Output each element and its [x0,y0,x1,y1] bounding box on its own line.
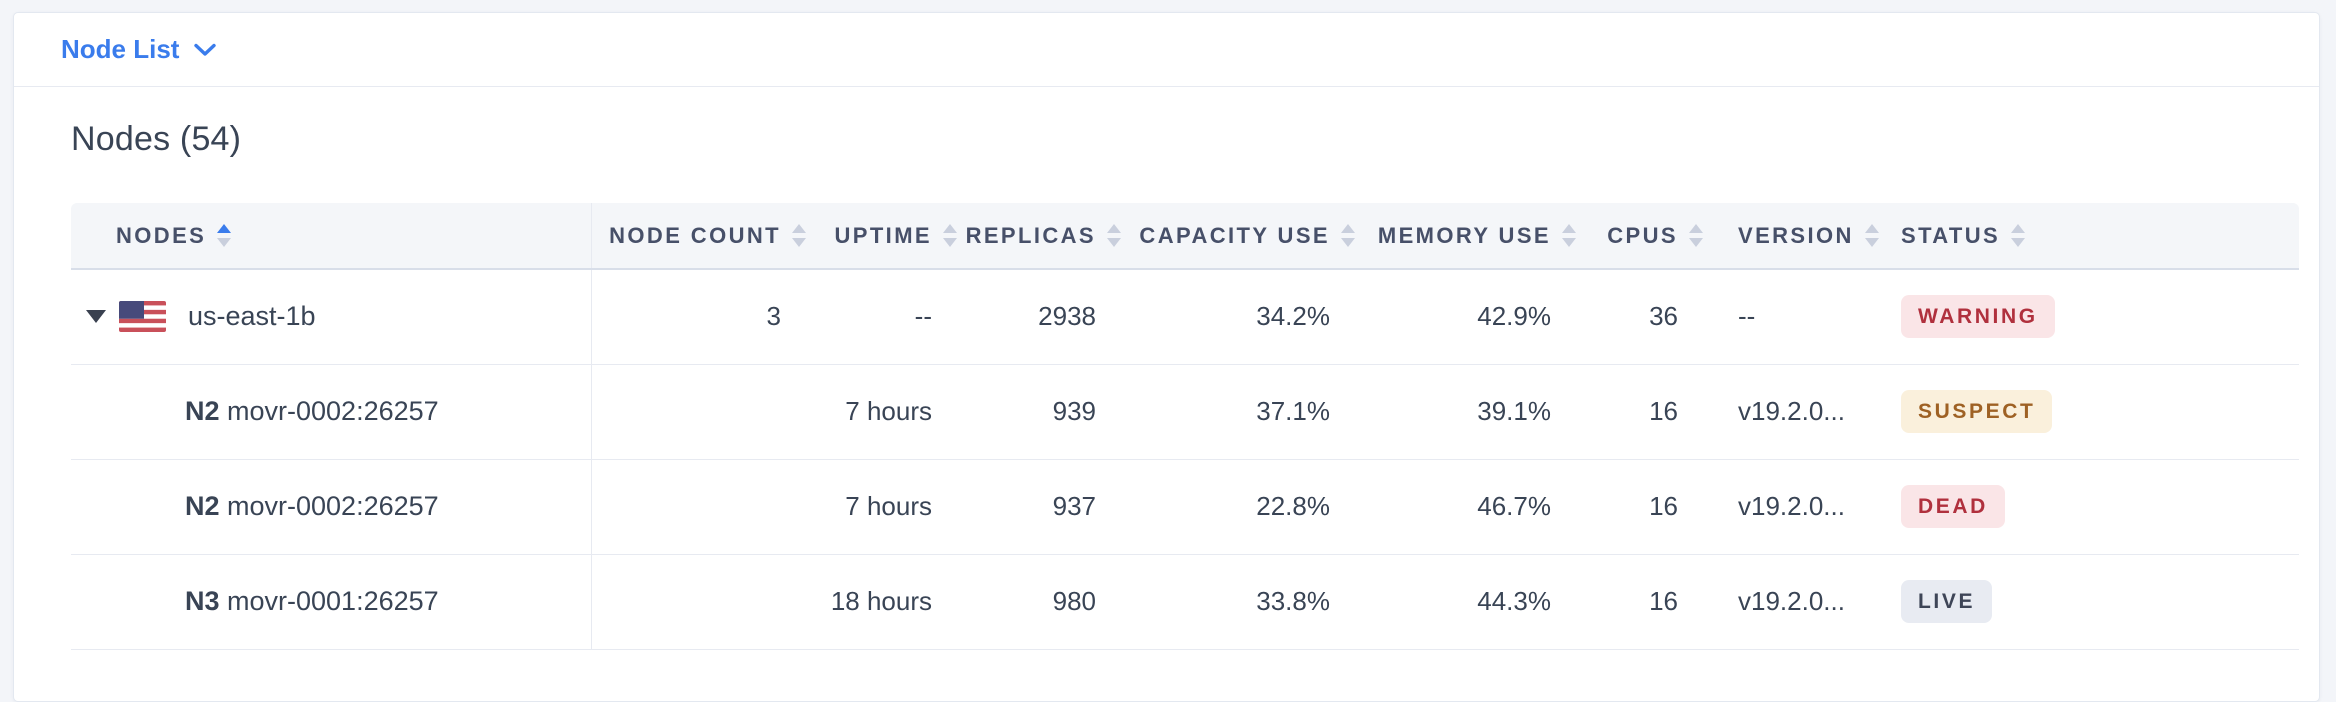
node-id: N3 [185,586,220,616]
node-address: movr-0002:26257 [219,491,439,521]
node-id: N2 [185,491,220,521]
cell-memory-use: 46.7% [1356,459,1577,555]
node-name-cell: N3 movr-0001:26257 [71,586,591,617]
column-label: MEMORY USE [1377,222,1551,248]
cell-status: DEAD [1881,459,2299,555]
cell-node-count: 3 [591,269,807,365]
sort-arrows-icon [1562,223,1576,247]
cell-cpus: 16 [1577,459,1704,555]
cell-replicas: 2938 [958,269,1122,365]
view-selector-label: Node List [61,34,180,64]
table-header-row: NODES NODE COUNT UPTIME REPLICAS CAPACITY US… [71,203,2299,270]
status-badge: DEAD [1901,485,2005,528]
column-label: STATUS [1901,222,2001,248]
cell-memory-use: 42.9% [1356,269,1577,365]
cell-uptime: 7 hours [807,364,958,460]
cell-status: WARNING [1881,269,2299,365]
status-badge: WARNING [1901,295,2055,339]
cell-capacity-use: 22.8% [1122,459,1356,555]
column-label: VERSION [1738,222,1854,248]
node-address: movr-0001:26257 [219,586,439,616]
column-label: REPLICAS [965,222,1096,248]
node-id: N2 [185,396,220,426]
sort-arrows-icon [1107,223,1121,247]
sort-arrows-icon [943,223,957,247]
sort-arrows-icon [217,223,232,247]
column-header-status[interactable]: STATUS [1881,203,2299,270]
region-name: us-east-1b [188,301,316,332]
chevron-down-icon [194,43,217,56]
column-header-replicas[interactable]: REPLICAS [958,203,1122,270]
sort-arrows-icon [1341,223,1355,247]
cell-replicas: 939 [958,364,1122,460]
region-row[interactable]: us-east-1b 3 -- 2938 34.2% 42.9% 36 -- WARNING [71,269,2299,365]
content-area: Nodes (54) NODES NODE COUNT UPTIME REPLICAS… [14,120,2319,650]
cell-capacity-use: 34.2% [1122,269,1356,365]
column-header-node-count[interactable]: NODE COUNT [591,203,807,270]
page-title: Nodes (54) [71,120,242,158]
column-label: UPTIME [834,222,932,248]
table-body: us-east-1b 3 -- 2938 34.2% 42.9% 36 -- WARNING N2… [71,269,2299,650]
cell-uptime: -- [807,269,958,365]
cell-node-count [591,459,807,555]
column-label: NODE COUNT [609,222,781,248]
column-header-version[interactable]: VERSION [1704,203,1881,270]
region-cell: us-east-1b [71,301,591,333]
column-header-cpus[interactable]: CPUS [1577,203,1704,270]
cell-memory-use: 39.1% [1356,364,1577,460]
collapse-region-toggle[interactable] [86,310,106,324]
cell-status: SUSPECT [1881,364,2299,460]
sort-arrows-icon [2011,223,2026,247]
cell-version: v19.2.0... [1704,554,1881,650]
node-row[interactable]: N2 movr-0002:26257 7 hours 939 37.1% 39.1% 16… [71,364,2299,460]
sort-arrows-icon [792,223,806,247]
nodes-table-wrap: NODES NODE COUNT UPTIME REPLICAS CAPACITY US… [71,203,2299,650]
cell-status: LIVE [1881,554,2299,650]
cell-node-count [591,554,807,650]
node-address: movr-0002:26257 [219,396,439,426]
node-list-card: Node List Nodes (54) NODES NODE COUNT UPTI… [13,12,2320,702]
cell-capacity-use: 33.8% [1122,554,1356,650]
cell-replicas: 980 [958,554,1122,650]
cell-version: -- [1704,269,1881,365]
cell-cpus: 16 [1577,554,1704,650]
column-header-nodes[interactable]: NODES [71,203,592,270]
column-label: CPUS [1607,222,1678,248]
cell-uptime: 7 hours [807,459,958,555]
view-selector-dropdown[interactable]: Node List [61,34,217,65]
cell-uptime: 18 hours [807,554,958,650]
column-header-uptime[interactable]: UPTIME [807,203,958,270]
nodes-table: NODES NODE COUNT UPTIME REPLICAS CAPACITY US… [71,203,2299,650]
cell-node-count [591,364,807,460]
column-header-memory-use[interactable]: MEMORY USE [1356,203,1577,270]
status-badge: SUSPECT [1901,390,2053,433]
view-selector-bar: Node List [14,13,2319,87]
column-label: CAPACITY USE [1139,222,1330,248]
cell-version: v19.2.0... [1704,459,1881,555]
sort-arrows-icon [1689,223,1703,247]
us-flag-icon [119,301,166,333]
node-name-cell: N2 movr-0002:26257 [71,491,591,522]
cell-replicas: 937 [958,459,1122,555]
node-name-cell: N2 movr-0002:26257 [71,396,591,427]
sort-arrows-icon [1864,223,1879,247]
cell-version: v19.2.0... [1704,364,1881,460]
cell-memory-use: 44.3% [1356,554,1577,650]
cell-cpus: 16 [1577,364,1704,460]
cell-cpus: 36 [1577,269,1704,365]
column-label: NODES [116,222,207,248]
column-header-capacity-use[interactable]: CAPACITY USE [1122,203,1356,270]
node-row[interactable]: N2 movr-0002:26257 7 hours 937 22.8% 46.7% 16… [71,459,2299,555]
node-row[interactable]: N3 movr-0001:26257 18 hours 980 33.8% 44.3% 1… [71,554,2299,650]
status-badge: LIVE [1901,580,1993,623]
cell-capacity-use: 37.1% [1122,364,1356,460]
